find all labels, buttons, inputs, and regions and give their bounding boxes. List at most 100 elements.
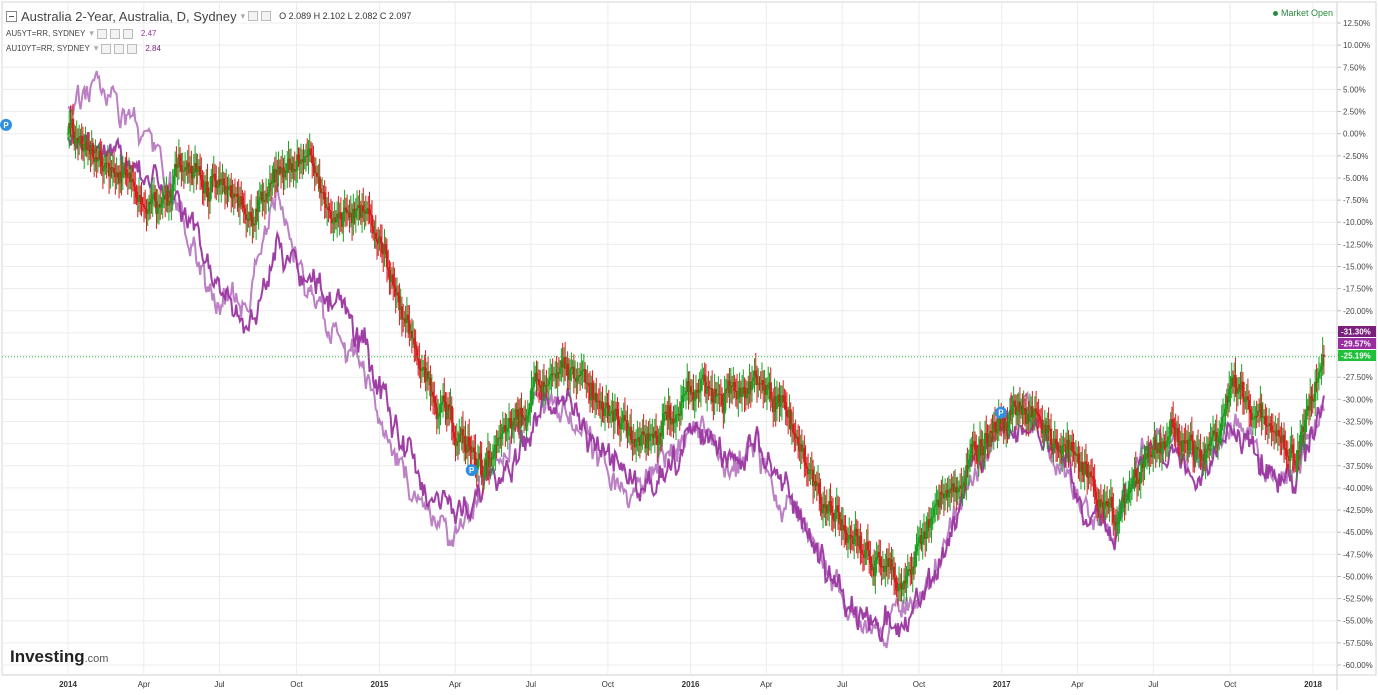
dropdown-caret-icon[interactable]: ▾ (93, 43, 99, 53)
candle-body (233, 193, 237, 197)
settings-icon[interactable] (96, 28, 107, 39)
candle-body (180, 165, 183, 172)
candle-body (1117, 521, 1120, 525)
candle-body (1081, 461, 1084, 470)
candle-body (781, 395, 785, 397)
candle-body (1270, 425, 1273, 432)
candle (1108, 489, 1111, 522)
candle-body (966, 465, 969, 468)
candle-body (556, 372, 559, 379)
candle (757, 368, 760, 398)
candle (70, 109, 73, 146)
candle (238, 186, 242, 226)
candle (227, 174, 230, 203)
candle-body (540, 387, 543, 393)
candle (833, 512, 836, 529)
candle (1008, 397, 1012, 437)
candle-body (880, 565, 883, 568)
candle-body (1176, 427, 1180, 442)
candle (87, 132, 91, 161)
candle (173, 151, 177, 192)
candle (845, 525, 848, 551)
series-name[interactable]: AU5YT=RR, SYDNEY (6, 29, 86, 38)
candle (921, 522, 924, 560)
candle (639, 427, 643, 454)
candle (879, 539, 882, 576)
candle-body (767, 384, 770, 390)
candle (955, 477, 958, 511)
candle-body (416, 358, 420, 361)
candle (463, 426, 466, 462)
candle-body (360, 205, 364, 218)
candle (973, 431, 977, 468)
candle (596, 393, 599, 410)
candle (551, 358, 554, 387)
candle (646, 426, 649, 456)
settings-icon[interactable] (101, 43, 112, 54)
candle-body (1295, 462, 1298, 466)
candle-body (719, 394, 723, 396)
candle-body (424, 367, 427, 382)
candle (830, 495, 833, 531)
main-series-title[interactable]: Australia 2-Year, Australia, D, Sydney (21, 8, 237, 24)
candle-body (411, 338, 415, 340)
candle-body (1123, 494, 1126, 503)
candle (1077, 441, 1080, 479)
series-name[interactable]: AU10YT=RR, SYDNEY (6, 44, 90, 53)
candle-body (425, 371, 429, 382)
close-icon[interactable] (127, 43, 138, 54)
candle-body (882, 565, 886, 572)
candle (644, 419, 648, 461)
candle (1161, 426, 1165, 461)
candle (426, 356, 430, 391)
candle-body (539, 385, 542, 388)
candle (917, 527, 921, 562)
candle (472, 434, 476, 467)
candle (309, 141, 313, 163)
candle (142, 192, 146, 223)
candle-body (1239, 384, 1242, 390)
candle-body (753, 370, 756, 378)
candle-body (648, 436, 652, 441)
candle (369, 204, 372, 233)
candle-body (1196, 447, 1200, 450)
candle-body (894, 577, 897, 583)
candle (1081, 446, 1084, 483)
candle-body (1143, 459, 1146, 468)
candle-body (514, 418, 517, 420)
collapse-icon[interactable] (6, 10, 17, 22)
y-tick-label: -45.00% (1343, 528, 1373, 537)
candle-body (406, 314, 410, 321)
candle (340, 212, 344, 234)
candle (988, 423, 992, 454)
candle (980, 429, 983, 474)
candle-body (881, 565, 885, 568)
candle-body (1027, 413, 1030, 422)
visibility-icon[interactable] (114, 43, 125, 54)
candle-body (616, 409, 619, 420)
close-icon[interactable] (122, 28, 133, 39)
candle (1044, 417, 1048, 441)
visibility-icon[interactable] (261, 11, 272, 21)
candle (601, 386, 604, 423)
candle (150, 181, 153, 214)
candle (790, 411, 794, 445)
settings-icon[interactable] (248, 11, 259, 21)
candle (1226, 383, 1230, 418)
candle (330, 201, 334, 234)
candle (855, 519, 858, 554)
candle (460, 416, 463, 451)
candle (578, 362, 582, 391)
price-badge-bg (1338, 326, 1376, 337)
candle (450, 396, 453, 441)
visibility-icon[interactable] (109, 28, 120, 39)
candle (931, 501, 934, 531)
dropdown-caret-icon[interactable]: ▾ (89, 28, 94, 38)
candle (157, 194, 161, 225)
dropdown-caret-icon[interactable]: ▾ (240, 10, 246, 21)
candle (778, 382, 781, 422)
candle (948, 478, 952, 511)
candle-body (221, 178, 224, 183)
